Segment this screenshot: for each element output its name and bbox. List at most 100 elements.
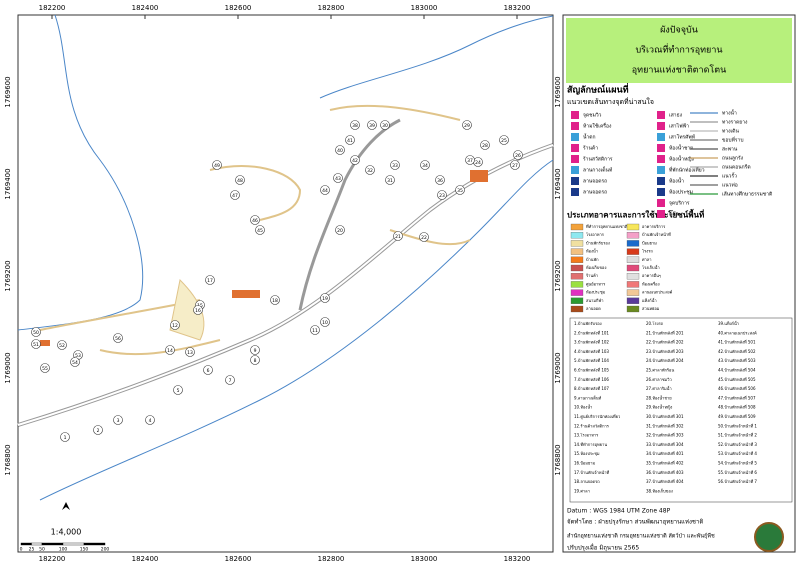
title-box (566, 18, 792, 83)
building-type-swatch (626, 305, 640, 313)
building-marker (203, 365, 213, 375)
building-number: 21 (395, 234, 401, 240)
building-marker (57, 340, 67, 350)
building-list-item: 47.บ้านพักหลังที่ 507 (718, 395, 756, 400)
building-number: 1 (64, 435, 67, 441)
credit: ปรับปรุงเมื่อ มิถุนายน 2565 (567, 544, 639, 552)
building-type-label: ลานจอด (586, 306, 601, 311)
building-list-item: 44.บ้านพักหลังที่ 504 (718, 368, 756, 373)
point-symbol-label: ห้ามใช้เครื่อง (583, 123, 612, 130)
building-list-item: 42.บ้านพักหลังที่ 502 (718, 349, 756, 354)
y-coord-label: 1769000 (554, 352, 562, 383)
credit: สำนักอุทยานแห่งชาติ กรมอุทยานแห่งชาติ สั… (567, 533, 715, 540)
building-type-label: ที่ทำการอุทยานแห่งชาติ (586, 224, 628, 230)
building-marker (70, 357, 80, 367)
building-list-item: 34.บ้านพักหลังที่ 401 (646, 451, 684, 456)
point-symbol-label: จุดบริการ (669, 200, 690, 207)
legend-heading: สัญลักษณ์แผนที่ (567, 83, 629, 96)
building-marker (205, 275, 215, 285)
point-symbol-label: ลานจอดรถ (583, 179, 607, 185)
building-number: 34 (422, 163, 428, 169)
building-number: 53 (75, 353, 81, 359)
map-frame: 1:4,000 (17, 14, 554, 553)
building-list-item: 54.บ้านพักเจ้าหน้าที่ 5 (718, 461, 757, 466)
building-marker (380, 120, 390, 130)
building-list-item: 49.บ้านพักหลังที่ 509 (718, 414, 756, 419)
building-number: 40 (337, 148, 343, 154)
building-marker (173, 385, 183, 395)
building-list-item: 23.บ้านพักหลังที่ 203 (646, 349, 684, 354)
scale-label: 50 (39, 547, 45, 553)
building-marker (255, 225, 265, 235)
building-marker (250, 215, 260, 225)
building-list-item: 10.ห้องน้ำ (574, 403, 592, 410)
building-list-item: 45.บ้านพักหลังที่ 505 (718, 377, 756, 382)
building-list-item: 17.บ้านพักเจ้าหน้าที่ (574, 470, 610, 475)
building-list-item: 3.บ้านพักหลังที่ 102 (574, 340, 609, 345)
road (298, 118, 401, 311)
building-marker (230, 190, 240, 200)
legend-panel: ผังปัจจุบัน บริเวณที่ทำการอุทยาน อุทยานแ… (562, 14, 796, 553)
building-type-swatch (570, 240, 584, 247)
point-symbol-label: ห้องน้ำ (669, 176, 684, 185)
logo (754, 522, 784, 552)
building-type-swatch (570, 305, 584, 313)
scale-bar (62, 542, 85, 546)
building-number: 16 (195, 308, 201, 314)
legend-border (562, 14, 796, 553)
building-list-item: 39.แท็งก์น้ำ (718, 319, 739, 326)
building-type-swatch (570, 281, 584, 288)
datum: Datum : WGS 1984 UTM Zone 48P (567, 508, 671, 515)
point-symbol-label: เสาไฟฟ้า (669, 123, 689, 130)
building-number: 27 (512, 163, 518, 169)
point-symbol-label: ร้านค้า (583, 145, 599, 152)
building-marker (113, 333, 123, 343)
building-marker (165, 345, 175, 355)
x-coord-label: 182400 (132, 4, 159, 12)
stream (319, 15, 554, 99)
building-marker (350, 155, 360, 165)
building-number: 24 (475, 160, 481, 166)
stream (39, 159, 554, 501)
building-type-swatch (626, 273, 640, 280)
building-list-item: 20.โรงรถ (646, 321, 664, 326)
building-number: 45 (257, 228, 263, 234)
building-list-item: 48.บ้านพักหลังที่ 508 (718, 405, 756, 410)
building-number: 30 (382, 123, 388, 129)
building-list-item: 40.ศาลาอเนกประสงค์ (718, 330, 757, 335)
path (39, 104, 471, 356)
building-number: 50 (33, 330, 39, 336)
legend-heading: แนวเขตเส้นทางจุดที่น่าสนใจ (567, 97, 654, 106)
building-marker (345, 135, 355, 145)
building-list-item: 52.บ้านพักเจ้าหน้าที่ 3 (718, 442, 757, 447)
building-number: 28 (482, 143, 488, 149)
point-symbol-label: จุดชมวิว (583, 112, 602, 119)
building-list-item: 4.บ้านพักหลังที่ 103 (574, 349, 609, 354)
building-list-item: 14.ที่ทำการอุทยาน (574, 442, 607, 448)
building-list-item: 6.บ้านพักหลังที่ 105 (574, 368, 609, 373)
building-number: 12 (172, 323, 178, 329)
building-number: 42 (352, 158, 358, 164)
building-marker (393, 231, 403, 241)
building-list-item: 22.บ้านพักหลังที่ 202 (646, 340, 684, 345)
point-symbol (657, 133, 665, 141)
building-marker (310, 325, 320, 335)
building-list-item: 46.บ้านพักหลังที่ 506 (718, 386, 756, 391)
building-type-swatch (626, 256, 640, 263)
building-list-item: 38.ห้องเก็บของ (646, 487, 673, 493)
building-type-label: ป้อมยาม (642, 240, 657, 245)
building-number: 7 (229, 378, 232, 384)
building-marker (93, 425, 103, 435)
y-coord-label: 1769400 (4, 168, 12, 199)
building-list-item: 55.บ้านพักเจ้าหน้าที่ 6 (718, 470, 757, 475)
building-marker (419, 232, 429, 242)
point-symbol (571, 144, 579, 152)
building-type-label: บ้านพักรับรอง (586, 240, 610, 245)
building-list-item: 18.ลานจอดรถ (574, 479, 600, 484)
y-coord-label: 1769600 (554, 76, 562, 107)
line-symbol-label: แนวรั้ว (722, 171, 737, 180)
building-list-item: 50.บ้านพักเจ้าหน้าที่ 1 (718, 423, 757, 428)
x-coord-label: 182600 (225, 555, 252, 563)
building-type-swatch (626, 232, 640, 239)
building (470, 170, 488, 182)
